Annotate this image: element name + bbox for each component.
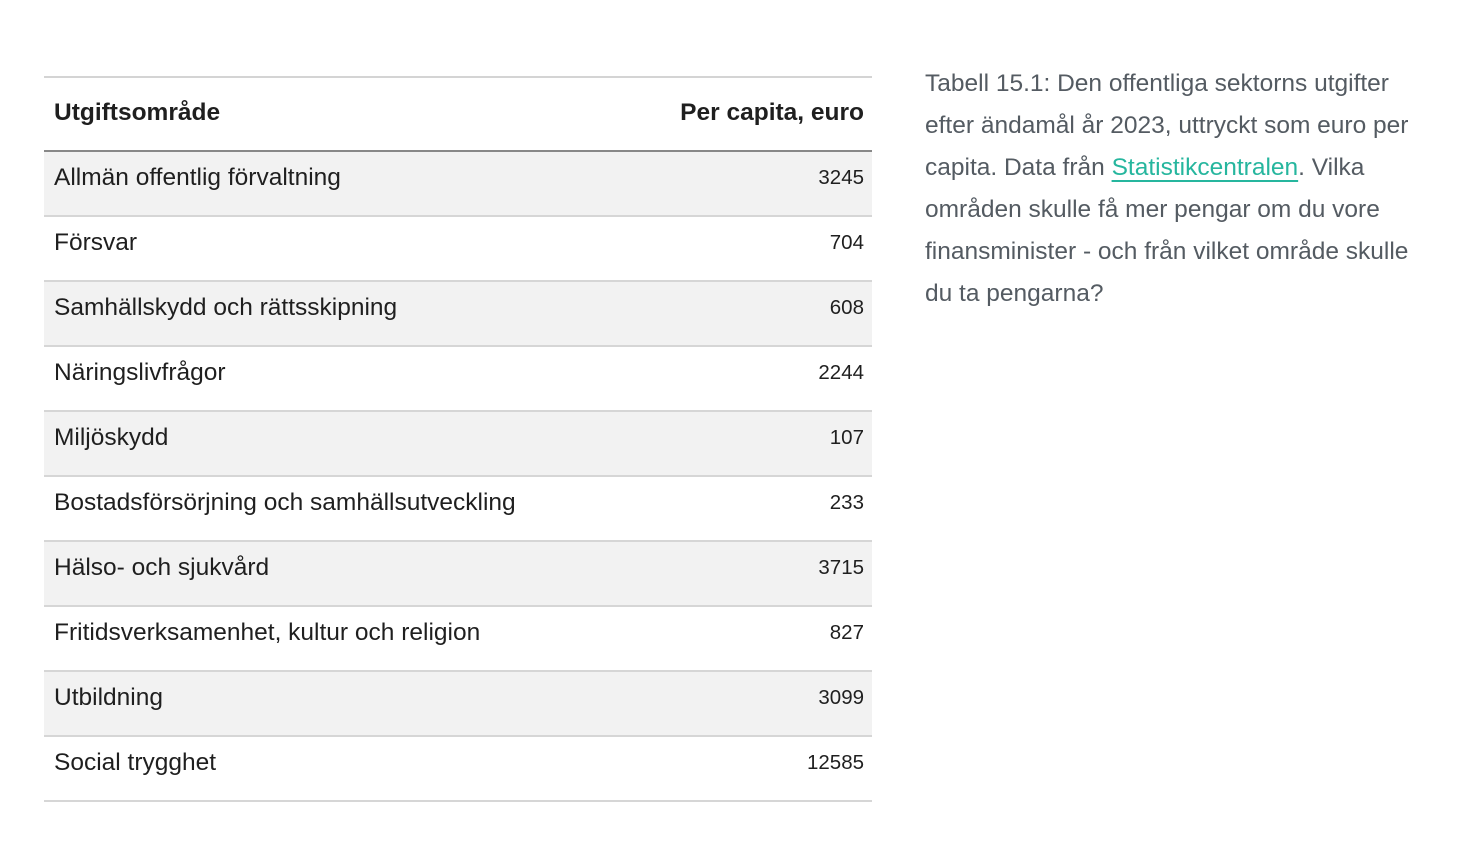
value-cell: 3245 [626, 151, 872, 217]
statistikcentralen-link[interactable]: Statistikcentralen [1111, 154, 1299, 181]
caption-text-before: Tabell 15.1: Den offentliga sektorns utg… [925, 70, 1409, 181]
header-row: Utgiftsområde Per capita, euro [44, 77, 872, 152]
value-cell: 2244 [626, 346, 872, 412]
value-cell: 3715 [626, 541, 872, 607]
table-head: Utgiftsområde Per capita, euro [44, 77, 872, 152]
table-caption: Tabell 15.1: Den offentliga sektorns utg… [925, 63, 1422, 315]
area-cell: Hälso- och sjukvård [44, 541, 627, 607]
table-row: Försvar 704 [44, 216, 872, 282]
caption-text-after: . Vilka områden skulle få mer pengar om … [925, 154, 1409, 307]
area-cell: Miljöskydd [44, 411, 627, 477]
table-row: Utbildning 3099 [44, 671, 872, 737]
value-cell: 12585 [626, 736, 872, 802]
expenditure-table-container: Utgiftsområde Per capita, euro Allmän of… [44, 76, 872, 802]
area-cell: Fritidsverksamenhet, kultur och religion [44, 606, 627, 672]
page: Utgiftsområde Per capita, euro Allmän of… [44, 63, 1422, 802]
column-header-per-capita: Per capita, euro [626, 77, 872, 152]
value-cell: 608 [626, 281, 872, 347]
table-row: Fritidsverksamenhet, kultur och religion… [44, 606, 872, 672]
table-row: Allmän offentlig förvaltning 3245 [44, 151, 872, 217]
value-cell: 107 [626, 411, 872, 477]
table-row: Hälso- och sjukvård 3715 [44, 541, 872, 607]
area-cell: Allmän offentlig förvaltning [44, 151, 627, 217]
table-row: Bostadsförsörjning och samhällsutvecklin… [44, 476, 872, 542]
table-row: Samhällskydd och rättsskipning 608 [44, 281, 872, 347]
area-cell: Utbildning [44, 671, 627, 737]
area-cell: Bostadsförsörjning och samhällsutvecklin… [44, 476, 627, 542]
area-cell: Social trygghet [44, 736, 627, 802]
table-row: Miljöskydd 107 [44, 411, 872, 477]
expenditure-table: Utgiftsområde Per capita, euro Allmän of… [44, 76, 872, 802]
column-header-area: Utgiftsområde [44, 77, 627, 152]
area-cell: Näringslivfrågor [44, 346, 627, 412]
table-row: Social trygghet 12585 [44, 736, 872, 802]
area-cell: Samhällskydd och rättsskipning [44, 281, 627, 347]
table-row: Näringslivfrågor 2244 [44, 346, 872, 412]
value-cell: 704 [626, 216, 872, 282]
value-cell: 827 [626, 606, 872, 672]
value-cell: 233 [626, 476, 872, 542]
table-body: Allmän offentlig förvaltning 3245 Försvar 7… [44, 151, 872, 802]
area-cell: Försvar [44, 216, 627, 282]
value-cell: 3099 [626, 671, 872, 737]
